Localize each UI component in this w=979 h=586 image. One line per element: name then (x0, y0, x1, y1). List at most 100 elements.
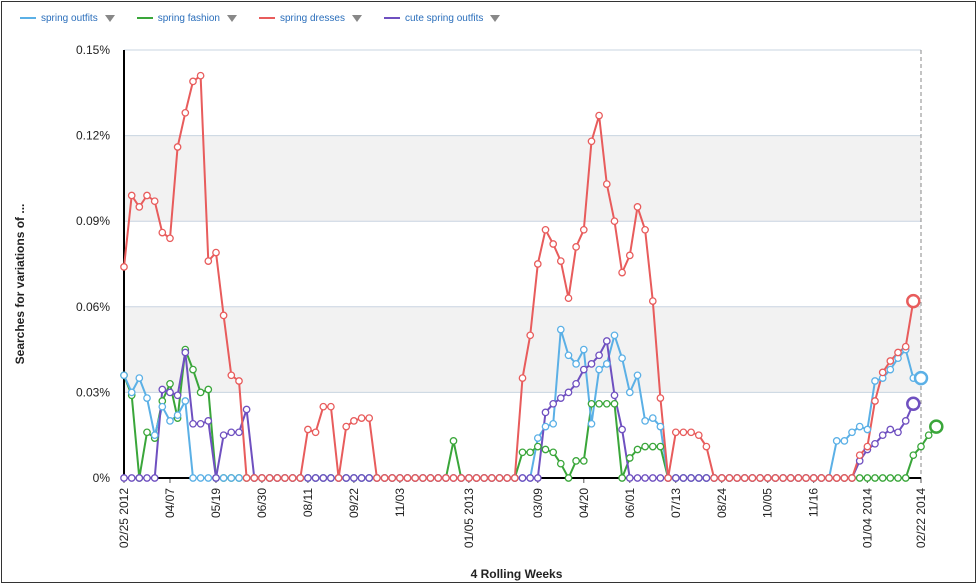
data-point (304, 474, 312, 482)
data-point (625, 251, 634, 260)
data-point (143, 394, 151, 402)
data-point (595, 351, 603, 360)
data-point (725, 474, 734, 482)
y-axis-title: Searches for variations of ... (13, 204, 27, 365)
data-point (906, 293, 921, 309)
data-point (135, 203, 144, 211)
data-point (135, 474, 144, 482)
data-point (625, 388, 634, 397)
legend-item-spring-dresses[interactable]: spring dresses (258, 12, 362, 24)
data-point (181, 108, 190, 117)
data-point (587, 360, 596, 368)
data-point (671, 428, 680, 437)
data-point (587, 399, 596, 408)
data-point (633, 203, 642, 211)
data-point (618, 354, 626, 363)
legend-item-cute-spring-outfits[interactable]: cute spring outfits (384, 12, 501, 24)
data-point (120, 474, 128, 482)
data-point (258, 474, 266, 482)
chevron-down-icon[interactable] (104, 14, 115, 22)
chevron-down-icon[interactable] (352, 14, 362, 22)
x-tick-label: 02/25 2012 (117, 488, 131, 548)
data-point (166, 379, 174, 388)
data-point (610, 399, 619, 408)
data-point (906, 396, 921, 412)
legend-swatch (136, 17, 153, 19)
data-point (832, 437, 841, 445)
data-point (913, 370, 929, 386)
y-tick-label: 0% (93, 471, 111, 485)
data-point (526, 331, 535, 340)
x-tick-label: 02/22 2014 (914, 488, 928, 548)
x-tick-label: 11/16 (807, 488, 821, 517)
data-point (365, 474, 374, 482)
data-point (296, 474, 305, 482)
data-point (564, 388, 573, 397)
data-point (196, 419, 205, 428)
data-point (863, 442, 872, 451)
data-point (848, 474, 856, 482)
data-point (541, 422, 550, 431)
legend-swatch (384, 17, 400, 19)
data-point (756, 474, 764, 482)
data-point (556, 459, 565, 468)
data-point (350, 474, 358, 482)
grid-band (124, 135, 921, 222)
data-point (518, 474, 527, 482)
data-point (794, 474, 803, 482)
data-point (664, 474, 672, 482)
data-point (648, 442, 657, 451)
data-point (549, 419, 558, 428)
data-point (342, 474, 351, 482)
data-point (871, 377, 879, 385)
data-point (311, 428, 320, 437)
data-point (533, 260, 542, 268)
data-point (219, 474, 228, 482)
data-point (618, 425, 626, 434)
data-point (472, 474, 481, 482)
chevron-down-icon[interactable] (226, 14, 237, 22)
data-point (648, 414, 657, 422)
x-tick-label: 03/09 (531, 488, 545, 518)
data-point (641, 442, 649, 451)
data-point (150, 474, 159, 482)
chevron-down-icon[interactable] (490, 14, 501, 22)
data-point (610, 217, 619, 226)
data-point (871, 474, 879, 482)
data-point (572, 243, 580, 251)
data-point (564, 294, 573, 303)
y-tick-label: 0.09% (76, 214, 110, 228)
data-point (526, 448, 535, 457)
data-point (901, 342, 910, 351)
data-point (587, 137, 596, 146)
legend-label: spring fashion (157, 12, 220, 24)
legend-item-spring-outfits[interactable]: spring outfits (20, 13, 115, 24)
legend: spring outfits spring fashion spring dress… (20, 8, 501, 28)
data-point (618, 474, 626, 482)
data-point (127, 474, 136, 482)
data-point (419, 474, 427, 482)
data-point (702, 442, 711, 451)
data-point (150, 197, 159, 206)
x-tick-label: 08/11 (301, 488, 315, 517)
data-point (556, 257, 565, 265)
data-point (166, 388, 174, 397)
legend-item-spring-fashion[interactable]: spring fashion (136, 12, 237, 24)
x-tick-label: 06/01 (623, 488, 637, 518)
data-point (610, 391, 619, 400)
data-point (886, 474, 895, 482)
data-point (625, 454, 634, 462)
data-point (204, 474, 213, 482)
data-point (894, 348, 902, 357)
data-point (541, 225, 550, 234)
data-point (894, 474, 902, 482)
data-point (602, 337, 611, 345)
data-point (219, 311, 228, 320)
data-point (365, 414, 374, 422)
data-point (319, 402, 328, 411)
legend-label: spring dresses (279, 12, 345, 24)
data-point (120, 371, 128, 380)
data-point (710, 474, 718, 482)
legend-label: cute spring outfits (405, 12, 484, 24)
